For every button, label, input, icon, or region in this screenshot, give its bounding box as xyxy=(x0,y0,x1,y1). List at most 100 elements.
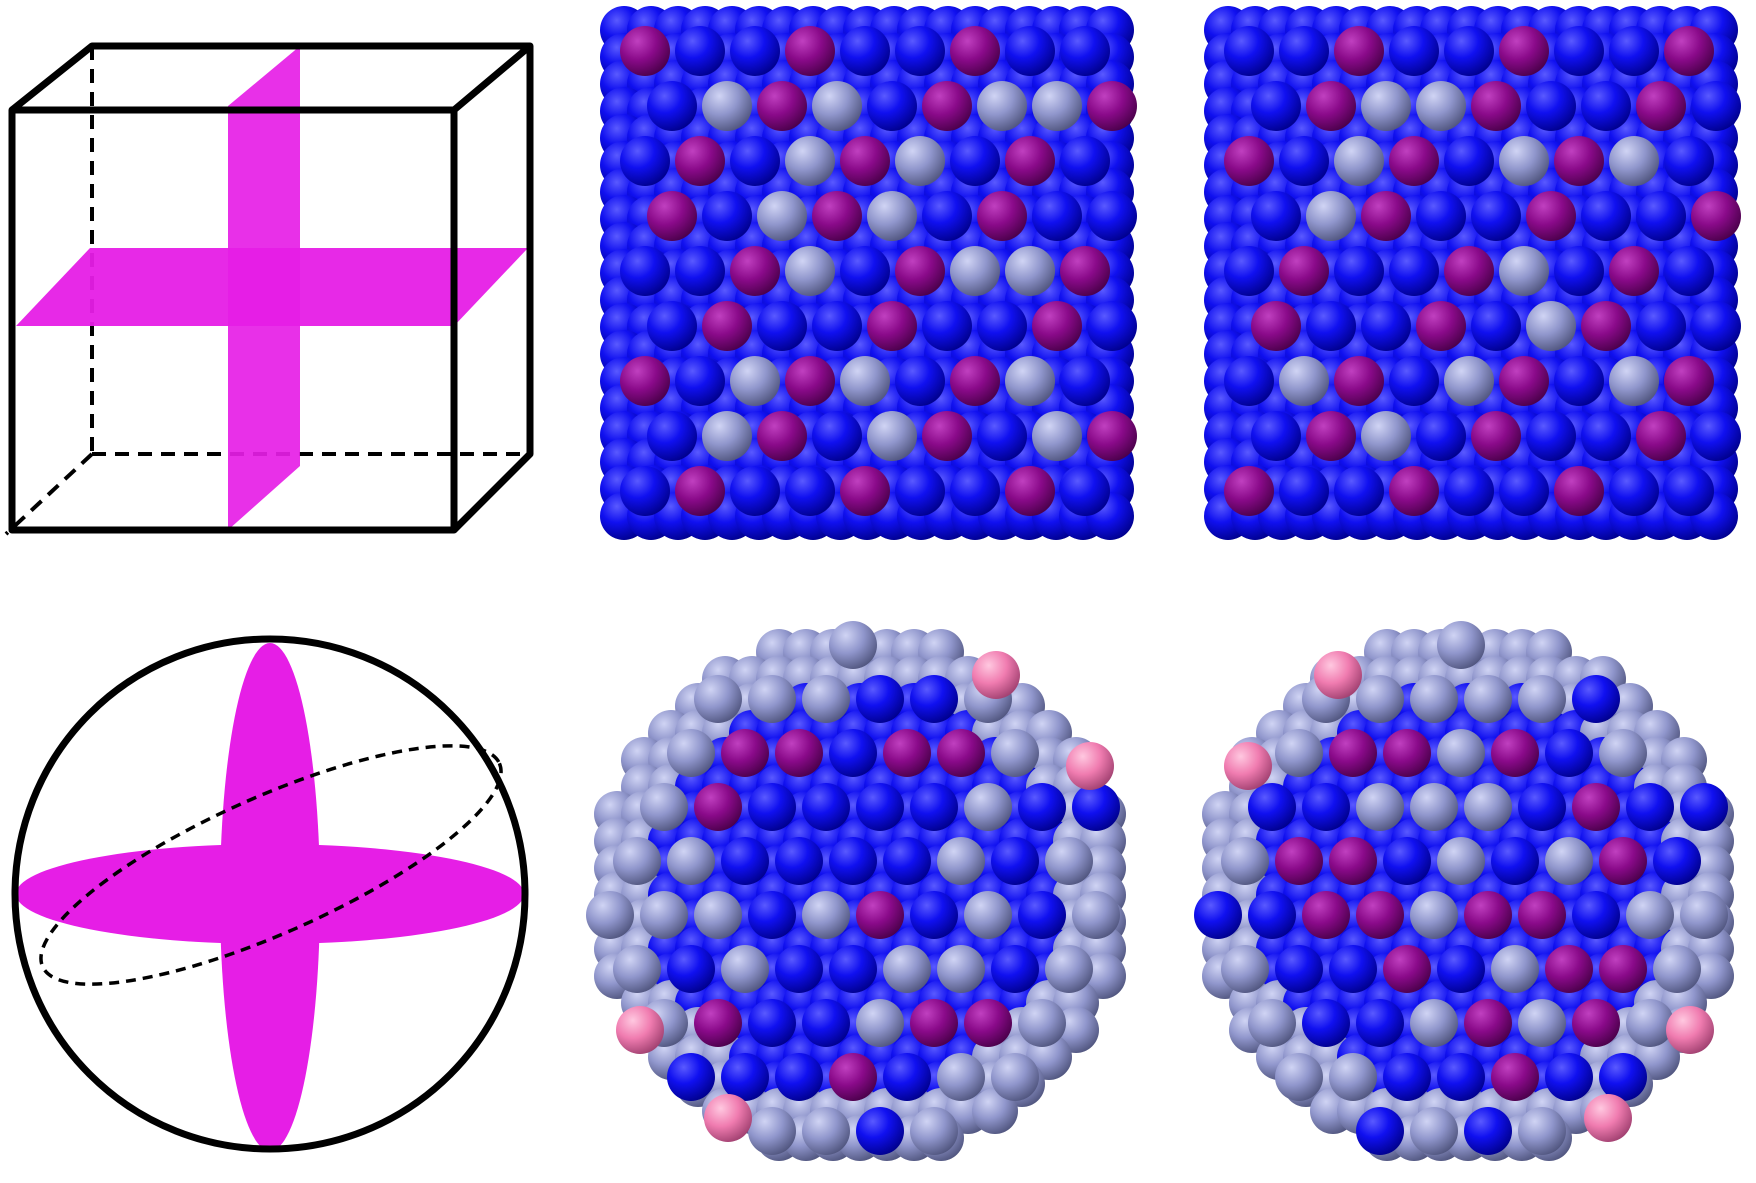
blue-atom xyxy=(1581,81,1631,131)
purple-atom xyxy=(1224,136,1274,186)
purple-atom xyxy=(1329,729,1377,777)
blue-atom xyxy=(1224,356,1274,406)
pink-atom xyxy=(1224,742,1272,790)
blue-atom xyxy=(1302,999,1350,1047)
purple-atom xyxy=(1251,301,1301,351)
lavender-atom xyxy=(812,81,862,131)
blue-atom xyxy=(1060,136,1110,186)
blue-atom xyxy=(620,246,670,296)
blue-atom xyxy=(1018,891,1066,939)
blue-atom xyxy=(1609,466,1659,516)
blue-atom xyxy=(1691,301,1741,351)
purple-atom xyxy=(895,246,945,296)
lavender-atom xyxy=(1410,783,1458,831)
blue-atom xyxy=(748,891,796,939)
blue-atom xyxy=(1251,411,1301,461)
blue-atom xyxy=(647,81,697,131)
blue-atom xyxy=(840,246,890,296)
cube-visible-edges xyxy=(8,42,534,534)
blue-atom xyxy=(1572,891,1620,939)
purple-atom xyxy=(1599,837,1647,885)
lavender-atom xyxy=(1410,891,1458,939)
lavender-atom xyxy=(1248,999,1296,1047)
purple-atom xyxy=(1032,301,1082,351)
blue-atom xyxy=(1032,191,1082,241)
purple-atom xyxy=(1518,891,1566,939)
purple-atom xyxy=(840,136,890,186)
blue-atom xyxy=(1279,26,1329,76)
blue-atom xyxy=(1545,1053,1593,1101)
purple-atom xyxy=(775,729,823,777)
blue-atom xyxy=(1072,783,1120,831)
blue-atom xyxy=(1581,191,1631,241)
lavender-atom xyxy=(640,783,688,831)
purple-atom xyxy=(620,26,670,76)
blue-atom xyxy=(721,837,769,885)
blue-atom xyxy=(775,837,823,885)
blue-atom xyxy=(1087,191,1137,241)
blue-atom xyxy=(1329,945,1377,993)
lavender-atom xyxy=(937,837,985,885)
blue-atom xyxy=(1416,191,1466,241)
lavender-atom xyxy=(1361,411,1411,461)
blue-atom xyxy=(895,356,945,406)
purple-atom xyxy=(1005,466,1055,516)
lavender-atom xyxy=(1018,999,1066,1047)
lavender-atom xyxy=(1545,837,1593,885)
lavender-atom xyxy=(1518,1107,1566,1155)
pink-atom xyxy=(1584,1094,1632,1142)
blue-atom xyxy=(895,26,945,76)
lavender-atom xyxy=(856,999,904,1047)
purple-atom xyxy=(1491,729,1539,777)
lavender-atom xyxy=(1518,675,1566,723)
purple-atom xyxy=(1572,999,1620,1047)
lavender-atom xyxy=(991,1053,1039,1101)
purple-atom xyxy=(1005,136,1055,186)
blue-atom xyxy=(1471,301,1521,351)
lavender-atom xyxy=(1653,945,1701,993)
purple-atom xyxy=(867,301,917,351)
lavender-atom xyxy=(1491,945,1539,993)
lavender-atom xyxy=(721,945,769,993)
blue-atom xyxy=(1626,783,1674,831)
lavender-atom xyxy=(1437,729,1485,777)
sphere-vertical-plane xyxy=(220,643,320,1151)
blue-atom xyxy=(1275,945,1323,993)
blue-atom xyxy=(883,837,931,885)
lavender-atom xyxy=(802,891,850,939)
lavender-atom xyxy=(1005,246,1055,296)
blue-atom xyxy=(1060,356,1110,406)
lavender-atom xyxy=(1499,136,1549,186)
purple-atom xyxy=(883,729,931,777)
purple-atom xyxy=(620,356,670,406)
purple-atom xyxy=(1471,411,1521,461)
blue-atom xyxy=(977,411,1027,461)
sphere-cluster-view-2 xyxy=(1194,621,1734,1161)
blue-atom xyxy=(1389,356,1439,406)
purple-atom xyxy=(1691,191,1741,241)
blue-atom xyxy=(977,301,1027,351)
blue-atom xyxy=(1554,26,1604,76)
lavender-atom xyxy=(867,191,917,241)
lavender-atom xyxy=(1437,837,1485,885)
purple-atom xyxy=(1664,356,1714,406)
purple-atom xyxy=(1471,81,1521,131)
blue-atom xyxy=(950,136,1000,186)
blue-atom xyxy=(829,945,877,993)
sphere-outline xyxy=(11,635,529,1153)
blue-atom xyxy=(1526,81,1576,131)
blue-atom xyxy=(620,466,670,516)
pink-atom xyxy=(972,651,1020,699)
blue-atom xyxy=(1224,246,1274,296)
purple-atom xyxy=(1087,411,1137,461)
blue-atom xyxy=(667,945,715,993)
pink-atom xyxy=(1314,651,1362,699)
lavender-atom xyxy=(883,945,931,993)
lavender-atom xyxy=(1361,81,1411,131)
blue-atom xyxy=(1018,783,1066,831)
blue-atom xyxy=(1636,301,1686,351)
purple-atom xyxy=(1334,356,1384,406)
blue-atom xyxy=(1599,1053,1647,1101)
purple-atom xyxy=(1383,729,1431,777)
lavender-atom xyxy=(1410,675,1458,723)
